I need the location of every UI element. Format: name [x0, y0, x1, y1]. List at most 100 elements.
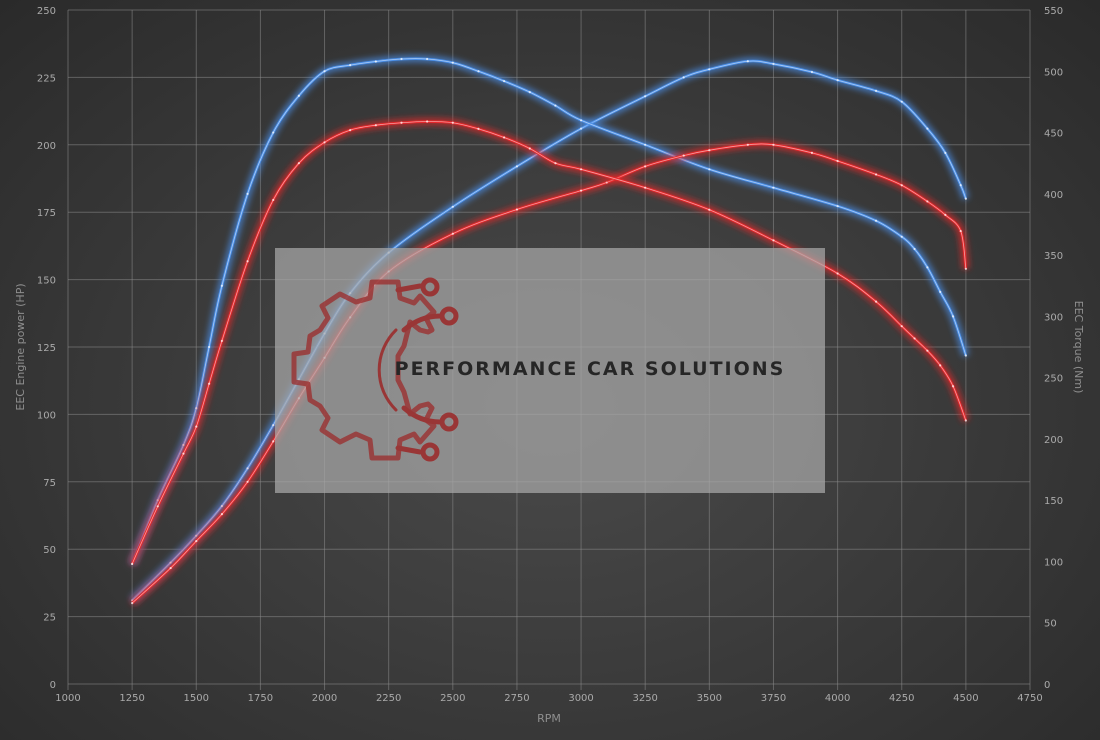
data-point [579, 189, 583, 192]
data-point [426, 120, 429, 123]
data-point [913, 247, 916, 251]
data-point [926, 127, 929, 130]
data-point [644, 143, 647, 146]
x-tick-label: 4750 [1017, 693, 1042, 704]
data-point [964, 419, 967, 422]
data-point [644, 95, 647, 98]
y-right-tick-label: 200 [1044, 435, 1063, 446]
data-point [272, 440, 275, 443]
y-right-tick-label: 500 [1044, 67, 1063, 78]
data-point [913, 337, 916, 340]
data-point [708, 168, 711, 171]
x-tick-label: 3250 [632, 693, 657, 704]
data-point [272, 198, 275, 202]
data-point [182, 452, 185, 455]
y-right-tick-label: 100 [1044, 557, 1063, 568]
data-point [926, 349, 929, 352]
data-point [926, 200, 929, 203]
y-left-tick-label: 25 [43, 613, 56, 624]
data-point [451, 232, 454, 235]
data-point [477, 70, 480, 73]
data-point [682, 154, 685, 157]
data-point [207, 345, 211, 349]
y-right-tick-label: 350 [1044, 251, 1063, 262]
data-point [874, 219, 878, 222]
y-right-tick-label: 450 [1044, 129, 1063, 140]
x-tick-label: 2000 [312, 693, 337, 704]
y-left-tick-label: 200 [37, 141, 56, 152]
data-point [951, 385, 955, 388]
data-point [772, 62, 775, 66]
x-tick-label: 1000 [55, 693, 80, 704]
data-point [554, 162, 557, 165]
data-point [246, 260, 249, 263]
data-point [195, 425, 198, 428]
data-point [323, 141, 326, 144]
data-point [477, 127, 480, 130]
x-tick-label: 1250 [119, 693, 144, 704]
data-point [349, 128, 352, 132]
data-point [926, 266, 929, 269]
data-point [503, 79, 506, 83]
y-left-tick-label: 75 [43, 478, 56, 489]
data-point [207, 382, 211, 385]
y-left-tick-label: 150 [37, 276, 56, 287]
data-point [195, 540, 198, 543]
data-point [900, 325, 903, 328]
data-point [708, 149, 711, 152]
watermark-text: PERFORMANCE CAR SOLUTIONS [395, 358, 786, 380]
data-point [682, 76, 685, 79]
data-point [939, 290, 942, 293]
data-point [323, 70, 326, 73]
x-tick-label: 2500 [440, 693, 465, 704]
data-point [246, 480, 249, 483]
data-point [374, 124, 377, 127]
data-point [944, 151, 947, 154]
data-point [746, 143, 749, 146]
x-tick-label: 4250 [889, 693, 914, 704]
y-right-tick-label: 150 [1044, 496, 1063, 507]
x-tick-label: 2250 [376, 693, 401, 704]
data-point [644, 186, 647, 189]
data-point [451, 61, 454, 64]
data-point [810, 151, 814, 154]
data-point [772, 143, 775, 146]
data-point [900, 235, 903, 238]
x-tick-label: 3500 [697, 693, 722, 704]
series-line-1 [129, 57, 970, 603]
data-point [964, 197, 967, 200]
data-point [874, 300, 878, 303]
data-point [349, 64, 352, 67]
data-point [220, 513, 224, 516]
x-tick-label: 1750 [248, 693, 273, 704]
x-tick-label: 4500 [953, 693, 978, 704]
watermark: PERFORMANCE CAR SOLUTIONS [275, 248, 825, 493]
y-right-tick-label: 50 [1044, 619, 1057, 630]
tick-labels: 1000 1250 1500 1750 2000 2250 2500 2750 3000 3250… [37, 6, 1063, 704]
data-point [272, 424, 275, 427]
data-point [528, 91, 531, 94]
data-point [900, 184, 903, 187]
data-point [772, 186, 775, 189]
y-left-tick-label: 0 [50, 680, 56, 691]
data-point [195, 407, 198, 410]
data-point [156, 505, 159, 508]
y-left-tick-label: 125 [37, 343, 56, 354]
x-axis-title: RPM [537, 712, 561, 725]
data-point [169, 566, 172, 570]
data-point [964, 354, 967, 357]
data-point [246, 192, 249, 195]
data-point [959, 229, 962, 233]
y-left-tick-label: 250 [37, 6, 56, 17]
y-left-tick-label: 50 [43, 545, 56, 556]
series-line-4 [128, 118, 970, 566]
data-point [220, 504, 224, 508]
y-left-tick-label: 225 [37, 73, 56, 84]
data-point [220, 339, 224, 342]
data-point [220, 284, 224, 287]
data-point [579, 119, 583, 122]
data-point [400, 57, 403, 61]
data-point [836, 204, 839, 208]
data-point [836, 78, 839, 82]
